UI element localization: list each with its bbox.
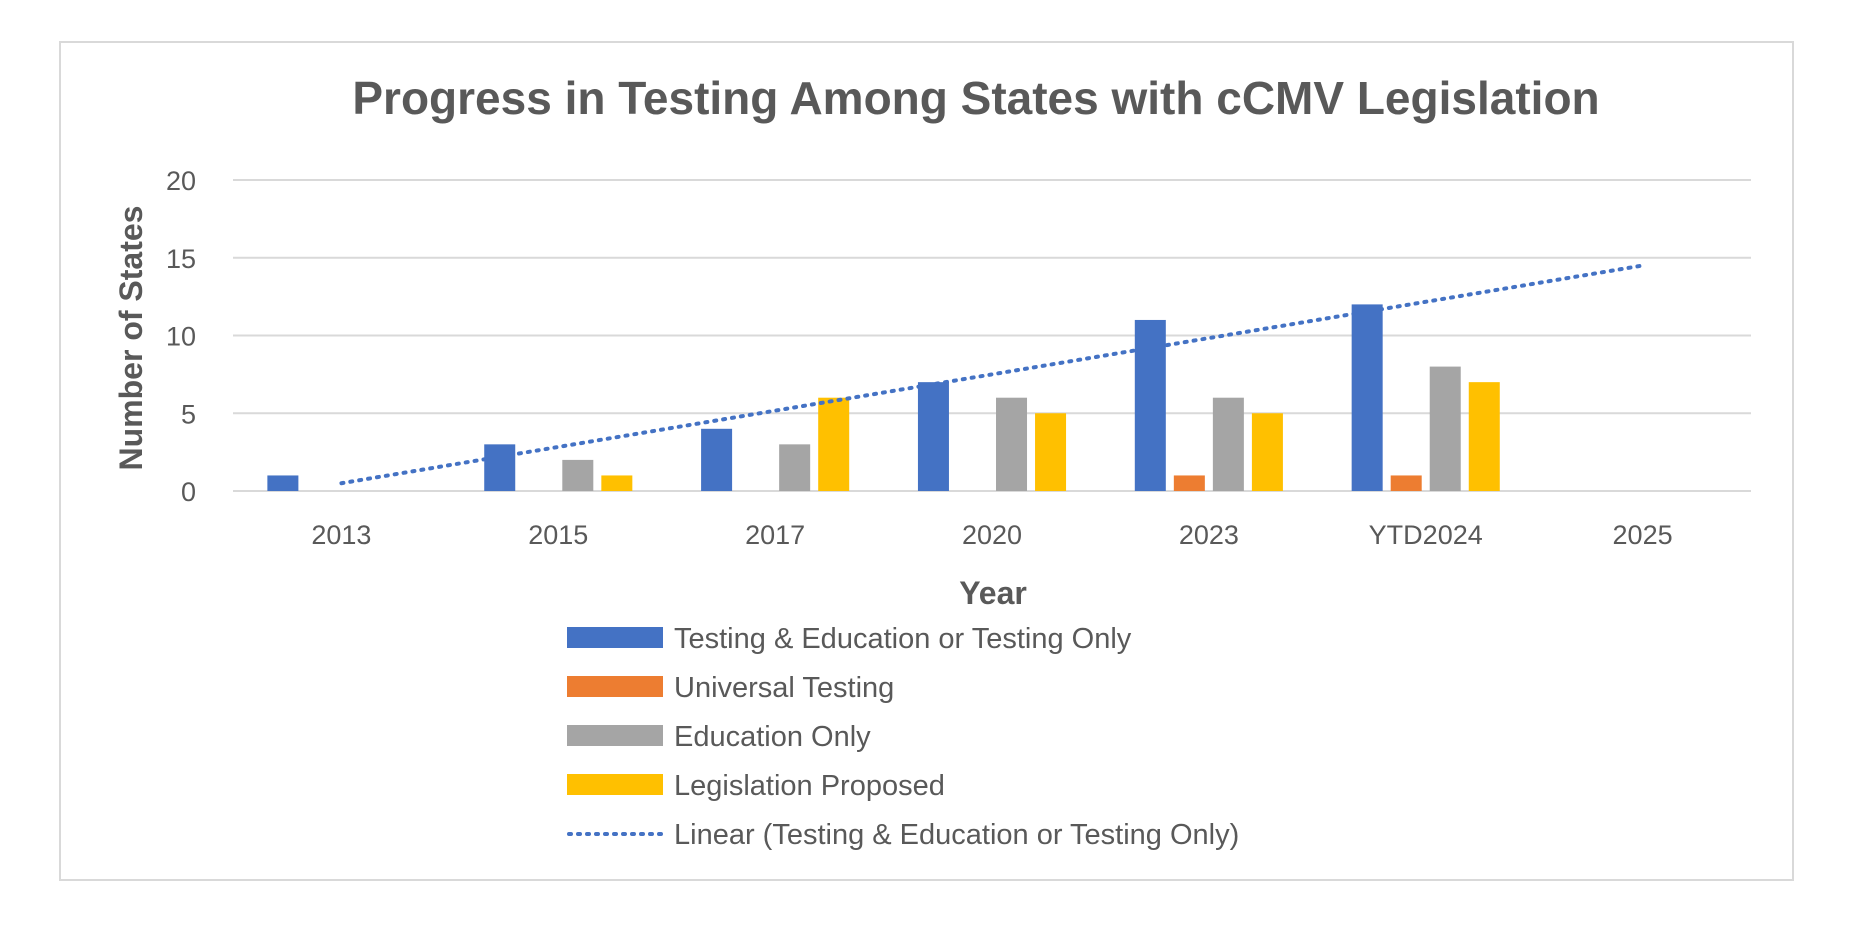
- bar-legislation-proposed-ytd2024: [1468, 382, 1500, 491]
- y-tick-label-5: 5: [181, 399, 196, 429]
- legend-label-universal-testing: Universal Testing: [674, 672, 894, 704]
- gridlines: [233, 179, 1751, 492]
- x-tick-label-2017: 2017: [745, 520, 805, 550]
- legend-label-legislation-proposed: Legislation Proposed: [674, 770, 945, 802]
- bar-universal-testing-2023: [1173, 475, 1205, 491]
- x-axis-title: Year: [959, 575, 1027, 611]
- bar-education-only-2015: [562, 459, 594, 491]
- trendline: [339, 263, 1645, 486]
- trendline-group: [339, 263, 1645, 486]
- x-tick-label-2025: 2025: [1613, 520, 1673, 550]
- bar-legislation-proposed-2020: [1035, 413, 1067, 491]
- legend-label-trendline: Linear (Testing & Education or Testing O…: [674, 819, 1239, 851]
- x-tick-label-2015: 2015: [528, 520, 588, 550]
- y-tick-label-15: 15: [166, 244, 196, 274]
- bar-education-only-2017: [779, 444, 811, 491]
- x-tick-label-2013: 2013: [311, 520, 371, 550]
- y-tick-label-20: 20: [166, 166, 196, 196]
- x-tick-label-2020: 2020: [962, 520, 1022, 550]
- x-tick-label-2023: 2023: [1179, 520, 1239, 550]
- x-tick-label-ytd2024: YTD2024: [1369, 520, 1483, 550]
- bar-universal-testing-ytd2024: [1390, 475, 1422, 491]
- bar-legislation-proposed-2015: [601, 475, 633, 491]
- y-axis-title: Number of States: [113, 206, 149, 471]
- bar-testing-education-or-testing-only-ytd2024: [1351, 304, 1383, 491]
- bar-legislation-proposed-2017: [818, 397, 850, 491]
- legend-swatch-universal-testing: [567, 676, 663, 697]
- legend-swatch-testing-education-or-testing-only: [567, 627, 663, 648]
- bar-testing-education-or-testing-only-2015: [484, 444, 516, 491]
- bar-testing-education-or-testing-only-2013: [267, 475, 299, 491]
- bar-testing-education-or-testing-only-2017: [701, 428, 733, 491]
- bar-legislation-proposed-2023: [1251, 413, 1283, 491]
- bar-education-only-ytd2024: [1429, 366, 1461, 491]
- legend-swatch-legislation-proposed: [567, 774, 663, 795]
- bar-education-only-2020: [996, 397, 1028, 491]
- chart-title: Progress in Testing Among States with cC…: [352, 72, 1599, 124]
- bars-group: [267, 304, 1500, 491]
- y-tick-label-0: 0: [181, 477, 196, 507]
- y-axis-ticks: 0 5 10 15 20: [166, 166, 196, 507]
- bar-testing-education-or-testing-only-2020: [917, 382, 949, 491]
- bar-education-only-2023: [1212, 397, 1244, 491]
- legend-swatch-education-only: [567, 725, 663, 746]
- y-tick-label-10: 10: [166, 322, 196, 352]
- x-axis-ticks: 2013 2015 2017 2020 2023 YTD2024 2025: [311, 520, 1672, 550]
- legend-label-education-only: Education Only: [674, 721, 871, 753]
- legend-label-testing-education-or-testing-only: Testing & Education or Testing Only: [674, 623, 1132, 655]
- legend: Testing & Education or Testing Only Unive…: [567, 623, 1239, 851]
